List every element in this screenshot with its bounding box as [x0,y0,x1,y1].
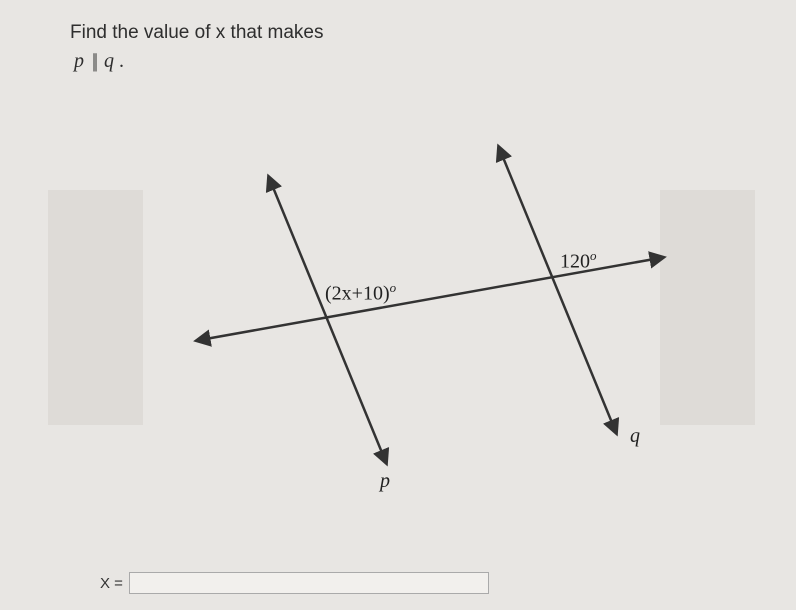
degree-symbol-icon: o [590,248,597,263]
prompt-line-2: p || q . [74,50,124,73]
answer-input[interactable] [129,572,489,594]
angle-label-right: 120o [560,248,597,274]
label-p: p [380,470,390,493]
diagram-svg [170,130,670,500]
prompt-period: . [119,50,124,72]
angle-right-text: 120 [560,251,590,273]
parallel-symbol: || [89,50,99,72]
prompt-q: q [104,50,114,72]
angle-left-text: (2x+10) [325,283,390,305]
line-q [500,150,615,430]
label-q: q [630,425,640,448]
deco-block-left [48,190,143,425]
deco-block-right [660,190,755,425]
page: Find the value of x that makes p || q . … [0,0,796,610]
answer-label: X = [100,575,123,592]
prompt-line-1: Find the value of x that makes [70,22,323,44]
angle-label-left: (2x+10)o [325,280,396,306]
answer-row: X = [100,572,489,594]
prompt-p: p [74,50,84,72]
line-p [270,180,385,460]
degree-symbol-icon: o [390,280,397,295]
diagram: (2x+10)o 120o p q [170,130,670,500]
